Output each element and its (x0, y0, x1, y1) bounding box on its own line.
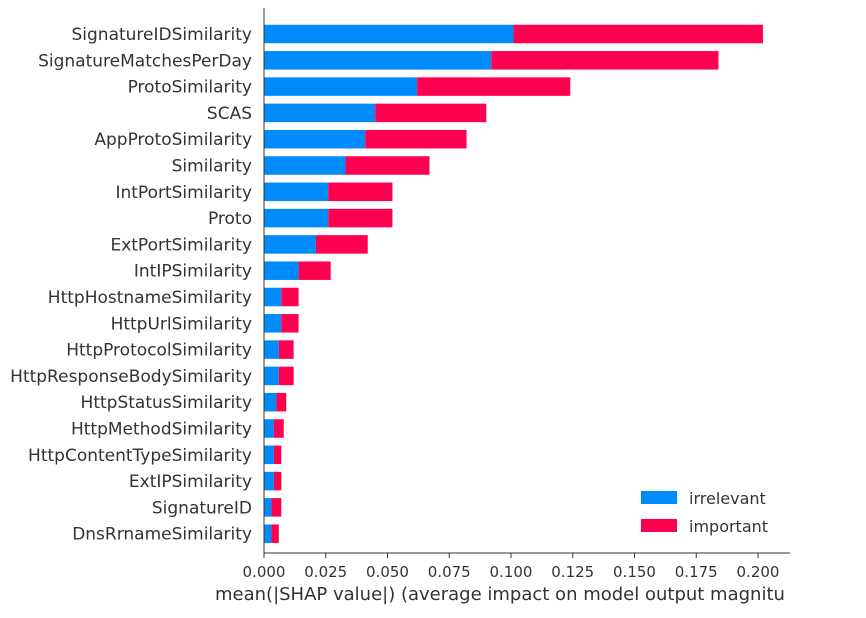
category-label: IntIPSimilarity (134, 262, 252, 282)
bar-irrelevant (264, 445, 274, 465)
bar-important (298, 261, 331, 280)
x-tick-label: 0.125 (551, 563, 594, 581)
bar-important (365, 129, 467, 149)
bar-irrelevant (264, 524, 272, 543)
bar-irrelevant (264, 340, 279, 359)
category-label: ProtoSimilarity (128, 78, 252, 98)
bar-important (345, 156, 430, 175)
category-label: HttpUrlSimilarity (111, 314, 252, 334)
bar-irrelevant (264, 235, 316, 254)
bar-important (273, 419, 284, 438)
bar-important (328, 182, 393, 202)
legend: irrelevant important (641, 489, 768, 536)
bar-important (281, 314, 299, 333)
x-tick-label: 0.100 (490, 563, 533, 581)
category-label: SignatureMatchesPerDay (38, 51, 252, 71)
bar-irrelevant (264, 392, 277, 412)
bar-irrelevant (264, 261, 299, 280)
bar-important (276, 392, 287, 412)
category-label: SCAS (207, 104, 252, 124)
bar-irrelevant (264, 51, 492, 70)
x-tick-label: 0.000 (243, 563, 286, 581)
category-label: Similarity (172, 157, 252, 177)
axis-group: 0.000 0.025 0.050 0.075 0.100 0.125 0.150 0.175… (243, 8, 790, 581)
bar-important (278, 366, 294, 386)
bar-irrelevant (264, 24, 514, 44)
bar-important (328, 208, 393, 228)
x-tick-label: 0.050 (366, 563, 409, 581)
legend-swatch-irrelevant (641, 491, 677, 504)
category-label: HttpMethodSimilarity (71, 420, 252, 440)
bar-important (315, 235, 368, 254)
category-label: SignatureID (152, 498, 252, 518)
bar-irrelevant (264, 77, 418, 96)
category-label: AppProtoSimilarity (94, 130, 252, 150)
category-label: HttpProtocolSimilarity (66, 341, 252, 361)
legend-swatch-important (641, 519, 677, 532)
x-tick-label: 0.175 (675, 563, 718, 581)
bars-group (264, 24, 763, 543)
bar-important (273, 445, 282, 465)
category-label: ExtPortSimilarity (110, 235, 252, 255)
category-label: HttpResponseBodySimilarity (10, 367, 252, 387)
bar-important (278, 340, 294, 359)
bar-important (375, 103, 487, 123)
bar-irrelevant (264, 182, 329, 202)
legend-label-important: important (689, 517, 768, 536)
x-tick-label: 0.200 (737, 563, 780, 581)
bar-irrelevant (264, 103, 376, 123)
category-label: HttpStatusSimilarity (81, 393, 252, 413)
x-tick-label: 0.150 (613, 563, 656, 581)
bar-irrelevant (264, 366, 279, 386)
bar-irrelevant (264, 314, 282, 333)
bar-irrelevant (264, 129, 366, 149)
bar-irrelevant (264, 287, 282, 307)
x-tick-label: 0.025 (304, 563, 347, 581)
bar-important (281, 287, 299, 307)
x-tick-label: 0.075 (428, 563, 471, 581)
bar-irrelevant (264, 419, 274, 438)
x-axis-label: mean(|SHAP value|) (average impact on mo… (215, 584, 785, 605)
category-label: DnsRrnameSimilarity (72, 525, 252, 545)
bar-important (491, 51, 719, 70)
bar-irrelevant (264, 156, 346, 175)
category-label: HttpHostnameSimilarity (48, 288, 252, 308)
category-label: ExtIPSimilarity (129, 472, 252, 492)
bar-important (513, 24, 763, 44)
category-labels-group: SignatureIDSimilaritySignatureMatchesPer… (10, 25, 252, 545)
category-label: Proto (208, 209, 252, 229)
legend-label-irrelevant: irrelevant (689, 489, 766, 508)
bar-important (273, 471, 282, 491)
bar-irrelevant (264, 208, 329, 228)
bar-important (271, 498, 282, 517)
bar-irrelevant (264, 498, 272, 517)
bar-irrelevant (264, 471, 274, 491)
category-label: IntPortSimilarity (115, 183, 252, 203)
bar-important (271, 524, 279, 543)
bar-important (417, 77, 571, 96)
category-label: SignatureIDSimilarity (72, 25, 253, 45)
category-label: HttpContentTypeSimilarity (28, 446, 252, 466)
